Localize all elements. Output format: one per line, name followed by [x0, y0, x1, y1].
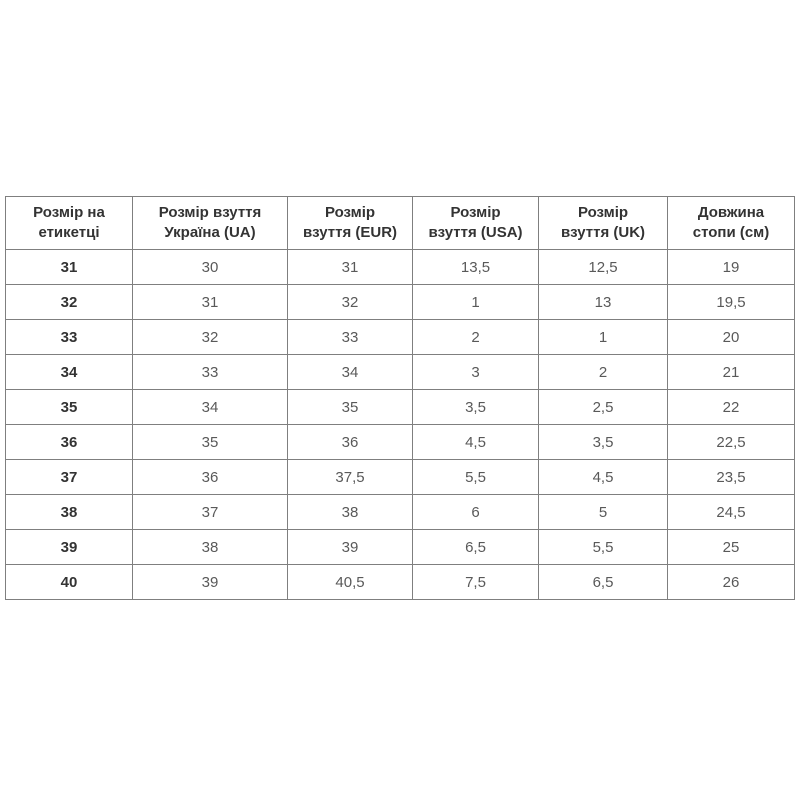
- table-cell: 1: [538, 319, 668, 355]
- table-cell: 37: [132, 494, 288, 530]
- table-cell: 35: [287, 389, 413, 425]
- table-cell: 3: [412, 354, 539, 390]
- table-cell: 6,5: [412, 529, 539, 565]
- row-label-cell: 39: [5, 529, 133, 565]
- column-header-usa-size: Розмір взуття (USA): [412, 196, 539, 250]
- row-label-cell: 40: [5, 564, 133, 600]
- row-label-cell: 33: [5, 319, 133, 355]
- table-cell: 4,5: [412, 424, 539, 460]
- row-label-cell: 34: [5, 354, 133, 390]
- column-header-ua-size: Розмір взуття Україна (UA): [132, 196, 288, 250]
- table-cell: 38: [132, 529, 288, 565]
- column-header-eur-size: Розмір взуття (EUR): [287, 196, 413, 250]
- table-cell: 19: [667, 249, 795, 285]
- table-cell: 3,5: [538, 424, 668, 460]
- table-cell: 38: [287, 494, 413, 530]
- table-row: 32 31 32 1 13 19,5: [5, 284, 795, 320]
- table-cell: 12,5: [538, 249, 668, 285]
- table-row: 37 36 37,5 5,5 4,5 23,5: [5, 459, 795, 495]
- table-cell: 5,5: [412, 459, 539, 495]
- table-cell: 13: [538, 284, 668, 320]
- table-cell: 36: [287, 424, 413, 460]
- table-cell: 2: [538, 354, 668, 390]
- table-cell: 35: [132, 424, 288, 460]
- table-cell: 33: [287, 319, 413, 355]
- table-cell: 33: [132, 354, 288, 390]
- table-cell: 21: [667, 354, 795, 390]
- table-row: 31 30 31 13,5 12,5 19: [5, 249, 795, 285]
- column-header-foot-length: Довжина стопи (см): [667, 196, 795, 250]
- table-cell: 34: [132, 389, 288, 425]
- table-cell: 6: [412, 494, 539, 530]
- header-row: Розмір на етикетці Розмір взуття Україна…: [5, 196, 795, 250]
- table-cell: 39: [132, 564, 288, 600]
- table-cell: 32: [132, 319, 288, 355]
- table-cell: 22: [667, 389, 795, 425]
- table-body: 31 30 31 13,5 12,5 19 32 31 32 1 13 19,5…: [5, 249, 795, 600]
- table-cell: 3,5: [412, 389, 539, 425]
- table-cell: 5: [538, 494, 668, 530]
- table-cell: 39: [287, 529, 413, 565]
- table-row: 34 33 34 3 2 21: [5, 354, 795, 390]
- shoe-size-conversion-table: Розмір на етикетці Розмір взуття Україна…: [5, 196, 795, 600]
- table-cell: 7,5: [412, 564, 539, 600]
- table-cell: 36: [132, 459, 288, 495]
- table-cell: 6,5: [538, 564, 668, 600]
- row-label-cell: 36: [5, 424, 133, 460]
- table-row: 39 38 39 6,5 5,5 25: [5, 529, 795, 565]
- table-cell: 5,5: [538, 529, 668, 565]
- table-cell: 32: [287, 284, 413, 320]
- table-cell: 22,5: [667, 424, 795, 460]
- table-row: 38 37 38 6 5 24,5: [5, 494, 795, 530]
- row-label-cell: 32: [5, 284, 133, 320]
- table-row: 33 32 33 2 1 20: [5, 319, 795, 355]
- column-header-label-size: Розмір на етикетці: [5, 196, 133, 250]
- table-cell: 24,5: [667, 494, 795, 530]
- table-row: 36 35 36 4,5 3,5 22,5: [5, 424, 795, 460]
- row-label-cell: 35: [5, 389, 133, 425]
- table-cell: 40,5: [287, 564, 413, 600]
- row-label-cell: 31: [5, 249, 133, 285]
- row-label-cell: 38: [5, 494, 133, 530]
- table-cell: 4,5: [538, 459, 668, 495]
- table-cell: 1: [412, 284, 539, 320]
- table-header: Розмір на етикетці Розмір взуття Україна…: [5, 196, 795, 250]
- table-cell: 31: [287, 249, 413, 285]
- table-cell: 26: [667, 564, 795, 600]
- table-cell: 13,5: [412, 249, 539, 285]
- row-label-cell: 37: [5, 459, 133, 495]
- table-cell: 31: [132, 284, 288, 320]
- table-row: 35 34 35 3,5 2,5 22: [5, 389, 795, 425]
- table-cell: 2,5: [538, 389, 668, 425]
- table-cell: 20: [667, 319, 795, 355]
- table-row: 40 39 40,5 7,5 6,5 26: [5, 564, 795, 600]
- table-cell: 19,5: [667, 284, 795, 320]
- table-cell: 37,5: [287, 459, 413, 495]
- table-cell: 25: [667, 529, 795, 565]
- table-cell: 34: [287, 354, 413, 390]
- table-cell: 2: [412, 319, 539, 355]
- table-cell: 30: [132, 249, 288, 285]
- table-cell: 23,5: [667, 459, 795, 495]
- column-header-uk-size: Розмір взуття (UK): [538, 196, 668, 250]
